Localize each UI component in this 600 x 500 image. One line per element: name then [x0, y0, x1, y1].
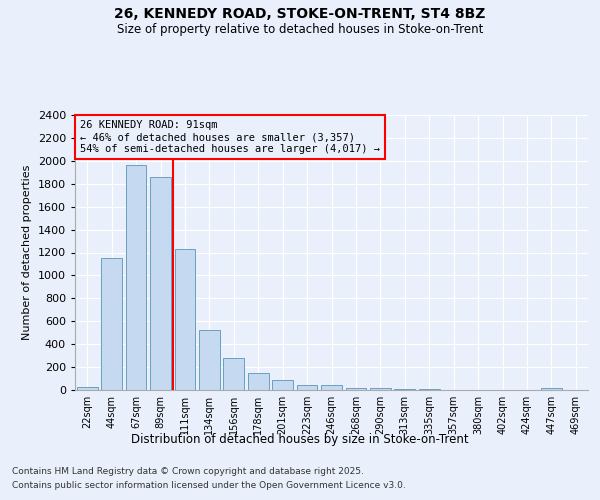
Bar [150, 178, 171, 390]
Bar [125, 165, 146, 390]
Text: Size of property relative to detached houses in Stoke-on-Trent: Size of property relative to detached ho… [117, 22, 483, 36]
Text: Distribution of detached houses by size in Stoke-on-Trent: Distribution of detached houses by size … [131, 432, 469, 446]
Bar [101, 258, 122, 390]
Text: Contains HM Land Registry data © Crown copyright and database right 2025.: Contains HM Land Registry data © Crown c… [12, 468, 364, 476]
Bar [175, 249, 196, 390]
Bar [346, 388, 367, 390]
Bar [296, 385, 317, 390]
Bar [272, 380, 293, 390]
Y-axis label: Number of detached properties: Number of detached properties [22, 165, 32, 340]
Text: 26, KENNEDY ROAD, STOKE-ON-TRENT, ST4 8BZ: 26, KENNEDY ROAD, STOKE-ON-TRENT, ST4 8B… [115, 8, 485, 22]
Bar [370, 388, 391, 390]
Bar [248, 373, 269, 390]
Bar [223, 358, 244, 390]
Bar [321, 385, 342, 390]
Bar [199, 330, 220, 390]
Bar [394, 389, 415, 390]
Bar [541, 388, 562, 390]
Text: 26 KENNEDY ROAD: 91sqm
← 46% of detached houses are smaller (3,357)
54% of semi-: 26 KENNEDY ROAD: 91sqm ← 46% of detached… [80, 120, 380, 154]
Bar [77, 387, 98, 390]
Text: Contains public sector information licensed under the Open Government Licence v3: Contains public sector information licen… [12, 481, 406, 490]
